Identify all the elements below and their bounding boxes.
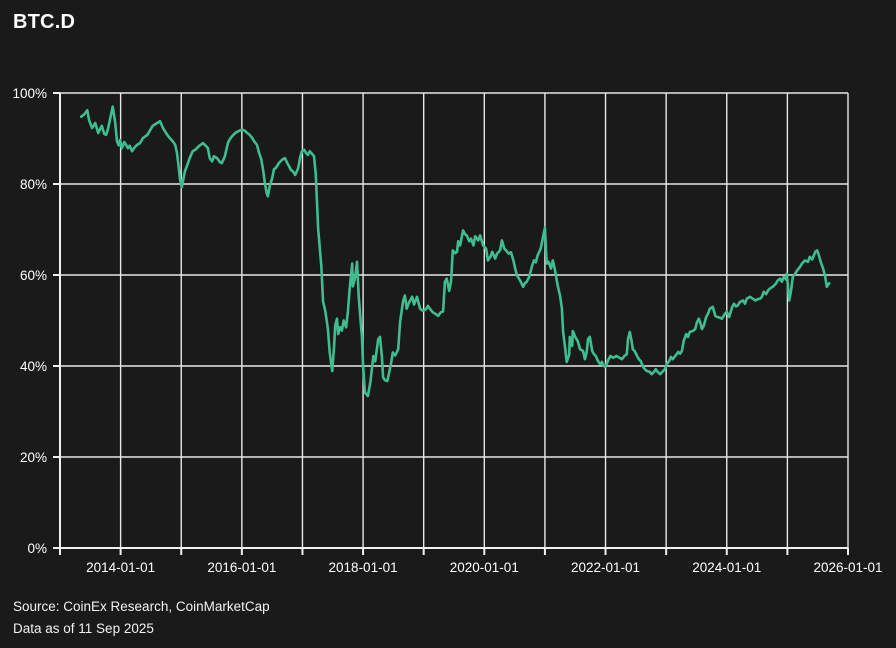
x-tick-label: 2020-01-01 — [450, 560, 519, 575]
x-tick-label: 2014-01-01 — [86, 560, 155, 575]
page-title: BTC.D — [13, 11, 76, 33]
y-tick-label: 40% — [20, 359, 47, 374]
y-tick-label: 100% — [12, 86, 47, 101]
btc-dominance-line — [79, 105, 831, 398]
y-tick-label: 80% — [20, 177, 47, 192]
as-of-line: Data as of 11 Sep 2025 — [13, 620, 154, 636]
x-tick-label: 2026-01-01 — [813, 560, 882, 575]
source-note: Source: CoinEx Research, CoinMarketCap D… — [13, 596, 270, 639]
x-tick-label: 2018-01-01 — [329, 560, 398, 575]
y-tick-label: 60% — [20, 268, 47, 283]
source-line: Source: CoinEx Research, CoinMarketCap — [13, 599, 270, 614]
x-tick-label: 2016-01-01 — [207, 560, 276, 575]
x-tick-label: 2024-01-01 — [692, 560, 761, 575]
y-tick-label: 20% — [20, 450, 47, 465]
y-tick-label: 0% — [27, 541, 47, 556]
x-tick-label: 2022-01-01 — [571, 560, 640, 575]
